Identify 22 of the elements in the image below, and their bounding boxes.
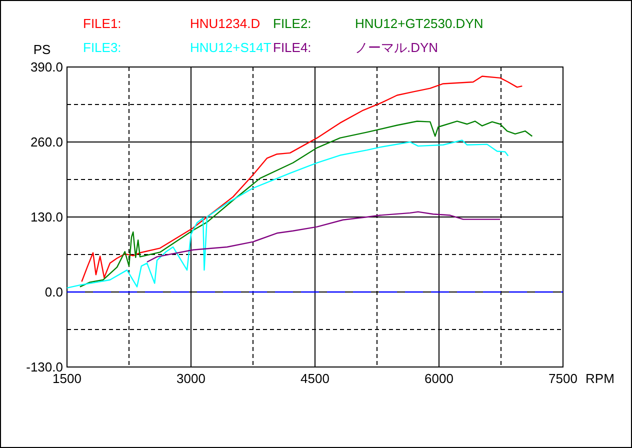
line-series xyxy=(81,76,523,282)
text: HNU1234.D xyxy=(190,16,260,31)
y-tick-label: 260.0 xyxy=(30,134,63,150)
line-series xyxy=(79,120,533,288)
text: FILE1: xyxy=(83,16,122,31)
text: FILE4: xyxy=(273,40,312,55)
text: ノーマル.DYN xyxy=(355,40,438,55)
line-series xyxy=(66,140,509,289)
y-axis-title: PS xyxy=(33,42,51,57)
text: FILE3: xyxy=(83,40,122,55)
y-tick-label: 130.0 xyxy=(30,210,63,225)
x-axis-title: RPM xyxy=(586,371,614,386)
y-tick-label: 390.0 xyxy=(30,60,63,75)
text: FILE2: xyxy=(273,16,312,31)
x-tick-label: 4500 xyxy=(300,371,330,386)
text: HNU12+GT2530.DYN xyxy=(355,16,484,31)
x-tick-label: 6000 xyxy=(424,371,454,386)
line-series xyxy=(146,211,501,263)
x-tick-label: 3000 xyxy=(176,371,206,386)
text: HNU12+S14T xyxy=(190,40,272,55)
x-tick-label: 7500 xyxy=(548,371,578,386)
y-tick-label: 0.0 xyxy=(44,284,63,300)
